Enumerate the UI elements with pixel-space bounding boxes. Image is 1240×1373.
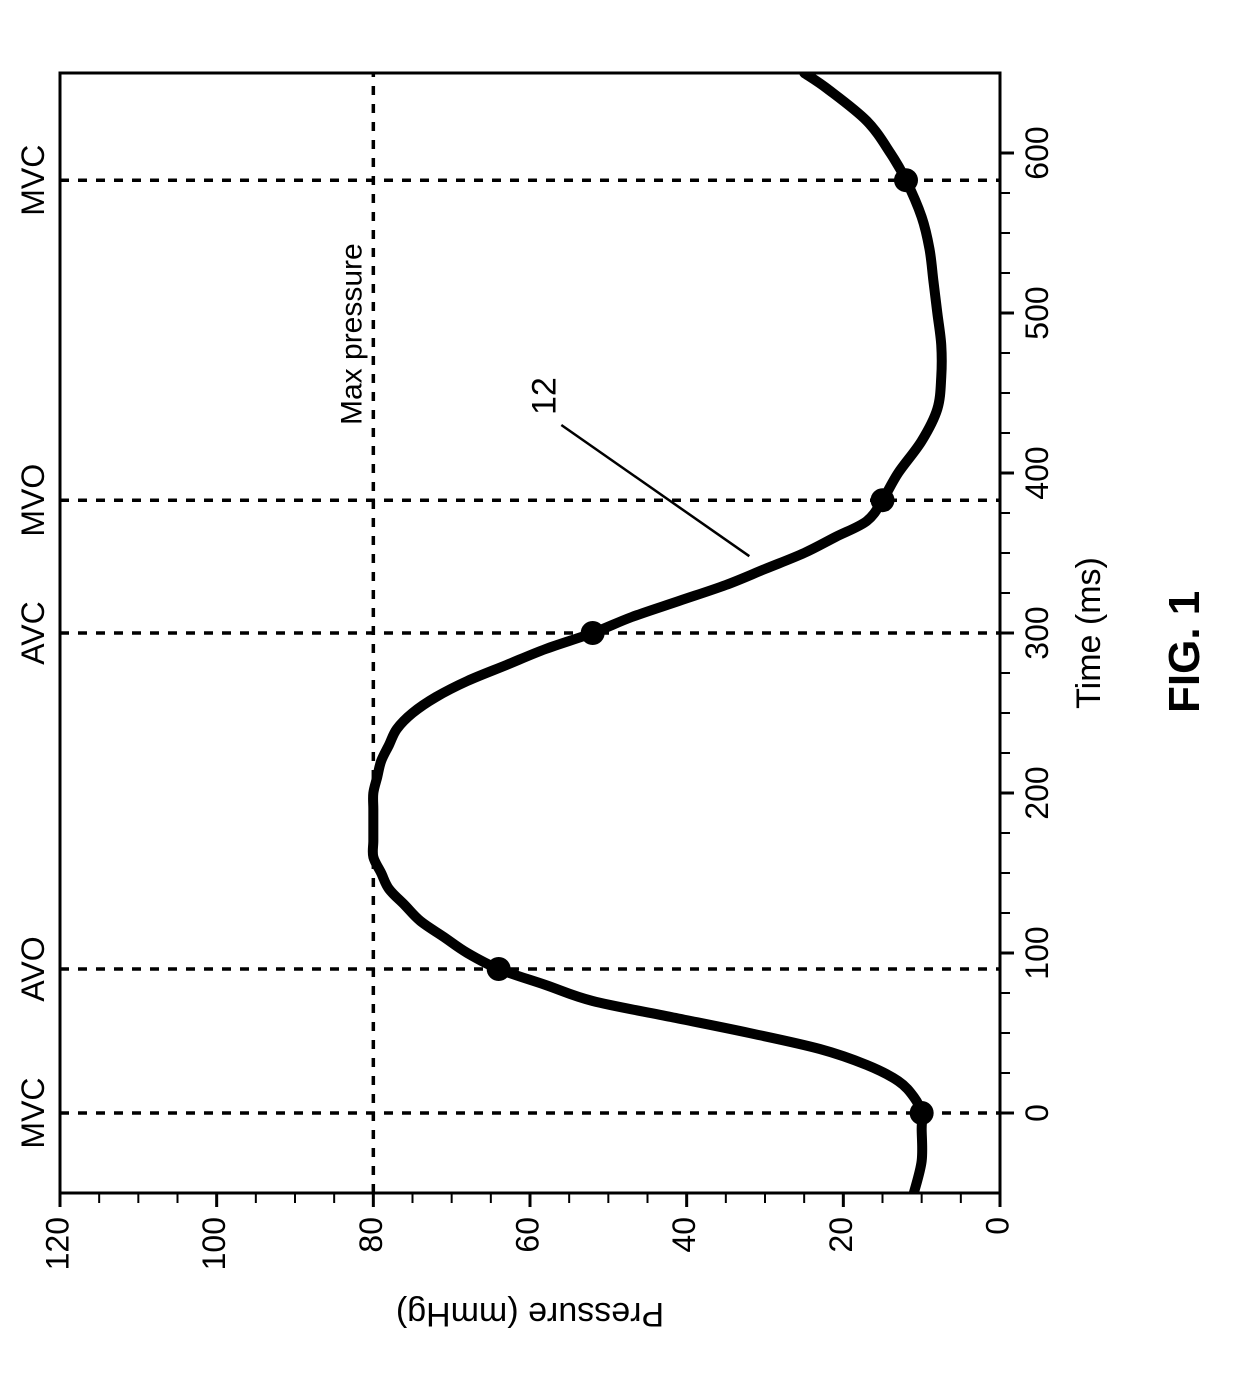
svg-text:100: 100: [1019, 926, 1055, 979]
svg-text:400: 400: [1019, 446, 1055, 499]
svg-text:200: 200: [1019, 766, 1055, 819]
svg-text:100: 100: [196, 1217, 232, 1270]
svg-text:300: 300: [1019, 606, 1055, 659]
svg-text:MVO: MVO: [15, 464, 51, 537]
svg-text:MVC: MVC: [15, 1077, 51, 1148]
svg-text:AVO: AVO: [15, 936, 51, 1001]
svg-text:600: 600: [1019, 126, 1055, 179]
svg-text:500: 500: [1019, 286, 1055, 339]
svg-text:AVC: AVC: [15, 601, 51, 664]
svg-text:Time (ms): Time (ms): [1070, 557, 1108, 709]
svg-text:Pressure (mmHg): Pressure (mmHg): [396, 1295, 664, 1333]
svg-text:20: 20: [823, 1217, 859, 1253]
svg-text:0: 0: [1019, 1104, 1055, 1122]
stage: 0 20 40 60 80 100 120 0 100 200 300 400 500 600 Time (…: [0, 0, 1240, 1373]
svg-text:80: 80: [353, 1217, 389, 1253]
svg-text:MVC: MVC: [15, 145, 51, 216]
svg-text:Max pressure: Max pressure: [335, 243, 368, 425]
svg-text:120: 120: [39, 1217, 75, 1270]
svg-text:0: 0: [979, 1217, 1015, 1235]
figure-container: 0 20 40 60 80 100 120 0 100 200 300 400 500 600 Time (…: [0, 0, 1240, 1373]
svg-text:40: 40: [666, 1217, 702, 1253]
svg-text:60: 60: [509, 1217, 545, 1253]
pressure-vs-time-chart: 0 20 40 60 80 100 120 0 100 200 300 400 500 600 Time (…: [0, 0, 1240, 1373]
figure-caption: FIG. 1: [1160, 591, 1210, 713]
svg-text:12: 12: [525, 377, 563, 415]
